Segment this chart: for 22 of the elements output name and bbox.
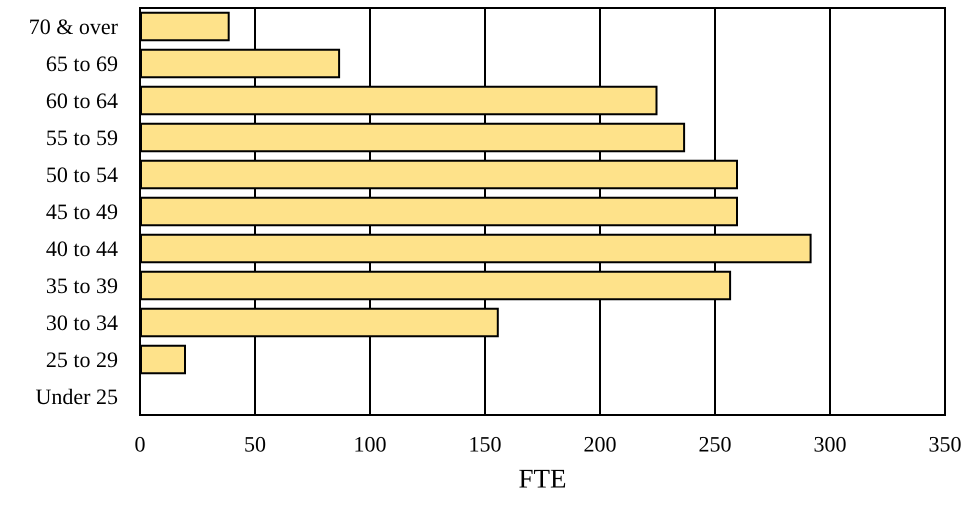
- bar: [140, 344, 186, 374]
- x-tick-label: 350: [928, 432, 962, 456]
- y-tick-label: 35 to 39: [46, 273, 118, 298]
- x-tick-label: 200: [584, 432, 616, 456]
- bar: [140, 12, 230, 42]
- y-tick-label: 55 to 59: [46, 125, 118, 150]
- y-tick-label: 30 to 34: [46, 310, 118, 335]
- y-tick-label: 40 to 44: [46, 236, 118, 261]
- y-tick-label: 60 to 64: [46, 88, 118, 113]
- x-axis-title: FTE: [518, 464, 567, 494]
- y-tick-label: 50 to 54: [46, 162, 118, 187]
- x-tick-label: 300: [814, 432, 846, 456]
- y-tick-label: 25 to 29: [46, 347, 118, 372]
- x-tick-label: 150: [468, 432, 502, 456]
- y-tick-label: 45 to 49: [46, 199, 118, 224]
- x-tick-label: 100: [354, 432, 386, 456]
- x-tick-label: 0: [134, 432, 146, 456]
- x-tick-label: 250: [698, 432, 732, 456]
- y-tick-label: Under 25: [36, 384, 118, 409]
- y-tick-label: 65 to 69: [46, 51, 118, 76]
- x-tick-label: 50: [244, 432, 266, 456]
- y-tick-label: 70 & over: [28, 14, 119, 39]
